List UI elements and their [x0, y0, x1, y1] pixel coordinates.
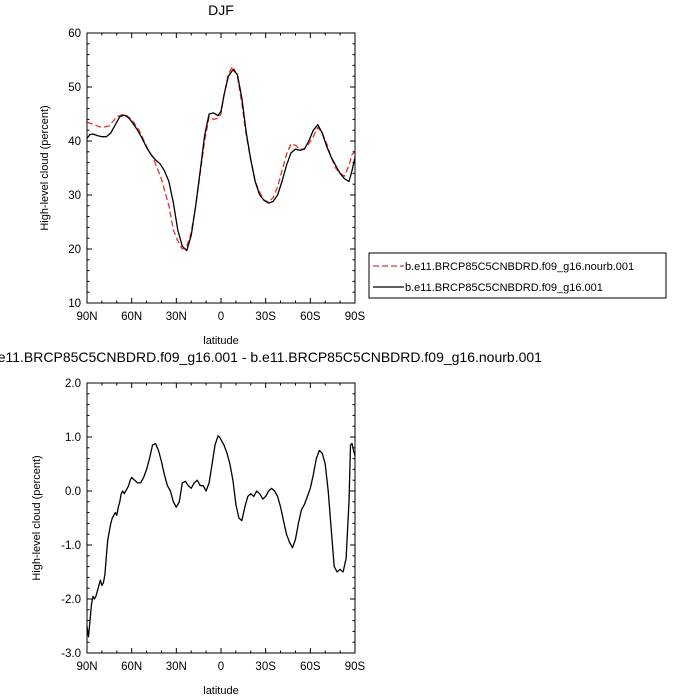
bottom-x-tick-label: 30S — [255, 661, 276, 673]
bottom-x-axis-title: latitude — [203, 685, 238, 697]
bottom-plot-frame — [86, 382, 356, 654]
legend: b.e11.BRCP85C5CNBDRD.f09_g16.nourb.001 b… — [368, 252, 667, 299]
bottom-x-tick-label: 0 — [218, 661, 224, 673]
bottom-y-axis-title: High-level cloud (percent) — [31, 455, 43, 580]
bottom-x-tick-label: 90S — [345, 661, 366, 673]
top-x-tick-label: 0 — [218, 311, 224, 323]
top-series-line-0 — [86, 65, 356, 250]
legend-box — [368, 252, 667, 299]
top-panel: DJF 90N 60N 30N 0 30S 60S 90S 10 20 30 40 50 60 lati… — [39, 2, 366, 347]
legend-label-control: b.e11.BRCP85C5CNBDRD.f09_g16.001 — [405, 282, 603, 294]
bottom-y-tick-label: 0.0 — [65, 486, 81, 498]
top-plot-title: DJF — [208, 2, 234, 18]
top-series-line-1 — [86, 69, 356, 252]
bottom-x-tick-label: 90N — [76, 661, 97, 673]
top-y-tick-label: 30 — [68, 190, 81, 202]
top-plot-frame — [86, 32, 356, 304]
bottom-plot-title: b.e11.BRCP85C5CNBDRD.f09_g16.001 - b.e11… — [0, 349, 542, 365]
top-y-tick-label: 20 — [68, 244, 81, 256]
top-x-tick-label: 60S — [300, 311, 321, 323]
bottom-y-tick-label: -2.0 — [61, 594, 81, 606]
bottom-series-line-0 — [86, 435, 356, 638]
top-y-tick-label: 60 — [68, 28, 81, 40]
bottom-y-tick-label: 1.0 — [65, 432, 81, 444]
top-y-tick-label: 50 — [68, 82, 81, 94]
top-axis-ticks: 90N 60N 30N 0 30S 60S 90S 10 20 30 40 50 60 — [68, 28, 365, 323]
top-x-tick-label: 90N — [76, 311, 97, 323]
bottom-axis-ticks: 90N 60N 30N 0 30S 60S 90S -3.0 -2.0 -1.0 0.0 1.0 2.0 — [61, 378, 365, 673]
top-y-axis-title: High-level cloud (percent) — [39, 105, 51, 230]
top-y-tick-label: 10 — [68, 298, 81, 310]
top-x-tick-label: 30N — [166, 311, 187, 323]
bottom-plot-area — [86, 435, 356, 638]
bottom-y-tick-label: 2.0 — [65, 378, 81, 390]
top-x-tick-label: 90S — [345, 311, 366, 323]
bottom-x-tick-label: 60S — [300, 661, 321, 673]
bottom-x-tick-label: 30N — [166, 661, 187, 673]
bottom-x-tick-label: 60N — [121, 661, 142, 673]
top-plot-area — [86, 65, 356, 252]
legend-label-nourb: b.e11.BRCP85C5CNBDRD.f09_g16.nourb.001 — [405, 261, 634, 273]
top-x-axis-title: latitude — [203, 335, 238, 347]
bottom-panel: b.e11.BRCP85C5CNBDRD.f09_g16.001 - b.e11… — [0, 349, 542, 697]
bottom-y-tick-label: -3.0 — [61, 648, 81, 660]
top-x-tick-label: 30S — [255, 311, 276, 323]
top-y-tick-label: 40 — [68, 136, 81, 148]
top-x-tick-label: 60N — [121, 311, 142, 323]
bottom-y-tick-label: -1.0 — [61, 540, 81, 552]
